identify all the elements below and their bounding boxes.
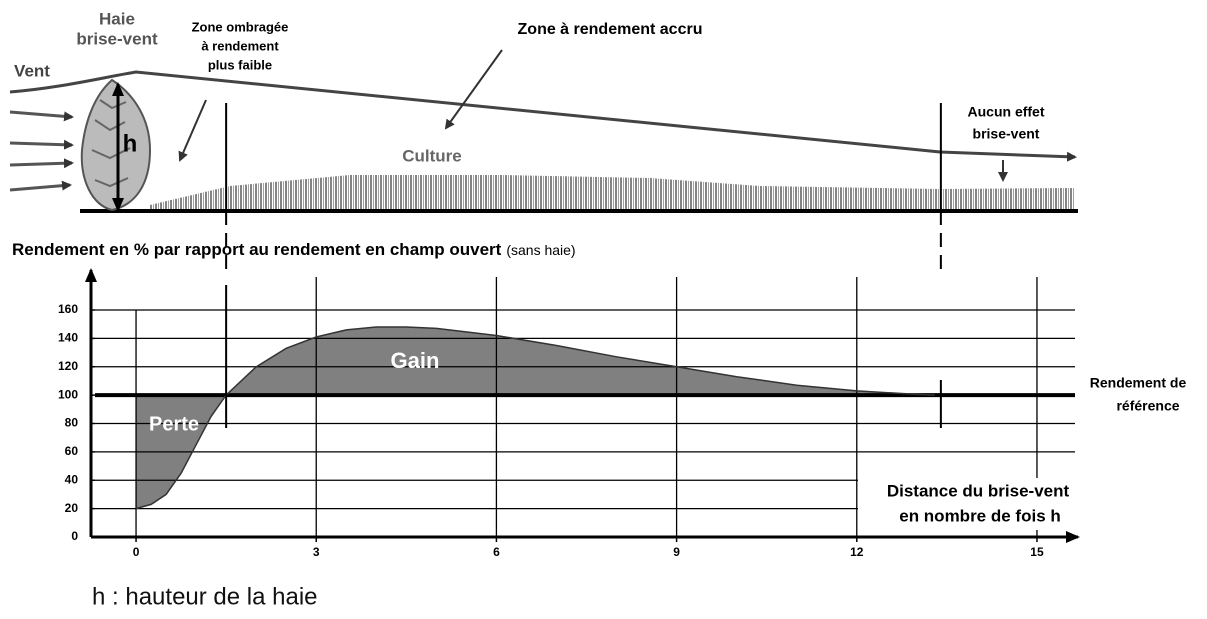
gain-zone-label: Zone à rendement accru [518, 21, 703, 38]
x-tick-label: 0 [133, 545, 140, 559]
hedge-tree [82, 80, 150, 210]
no-effect-label: brise-vent [973, 126, 1040, 142]
chart-title: Rendement en % par rapport au rendement … [12, 240, 502, 259]
y-tick-label: 140 [58, 331, 78, 345]
chart-title-line: Rendement en % par rapport au rendement … [12, 240, 576, 259]
shade-zone-label: Zone ombragée [192, 19, 289, 34]
gain-label: Gain [391, 348, 440, 373]
y-tick-label: 40 [65, 472, 79, 486]
crop-field [150, 175, 1075, 211]
y-tick-label: 120 [58, 359, 78, 373]
chart-subtitle: (sans haie) [506, 242, 575, 258]
reference-label: référence [1116, 398, 1179, 414]
wind-arrows [10, 112, 72, 190]
y-tick-label: 100 [58, 387, 78, 401]
wind-flow [10, 72, 1075, 157]
hedge-label: Haie [99, 9, 135, 28]
no-effect-label: Aucun effet [968, 104, 1045, 120]
x-tick-label: 12 [850, 545, 864, 559]
reference-label: Rendement de [1090, 375, 1187, 391]
x-axis-label: en nombre de fois h [899, 506, 1061, 525]
height-label: h [123, 130, 138, 157]
y-tick-label: 0 [71, 529, 78, 543]
y-tick-label: 20 [65, 501, 79, 515]
crop-label: Culture [402, 146, 462, 165]
figure: Haie brise-vent Vent h Zone ombragée à r… [0, 0, 1207, 619]
x-tick-label: 9 [673, 545, 680, 559]
x-tick-label: 6 [493, 545, 500, 559]
x-axis-label: Distance du brise-vent [887, 481, 1070, 500]
x-tick-label: 15 [1030, 545, 1044, 559]
gain-arrow [446, 50, 502, 128]
footnote: h : hauteur de la haie [92, 583, 318, 610]
y-tick-label: 80 [65, 416, 79, 430]
wind-label: Vent [14, 61, 50, 80]
shade-arrow [180, 100, 206, 160]
y-tick-label: 160 [58, 302, 78, 316]
area-fill [136, 327, 935, 509]
hedge-label: brise-vent [76, 29, 158, 48]
x-tick-label: 3 [313, 545, 320, 559]
y-tick-label: 60 [65, 444, 79, 458]
loss-label: Perte [149, 413, 199, 435]
shade-zone-label: plus faible [208, 57, 272, 72]
shade-zone-label: à rendement [201, 38, 279, 53]
